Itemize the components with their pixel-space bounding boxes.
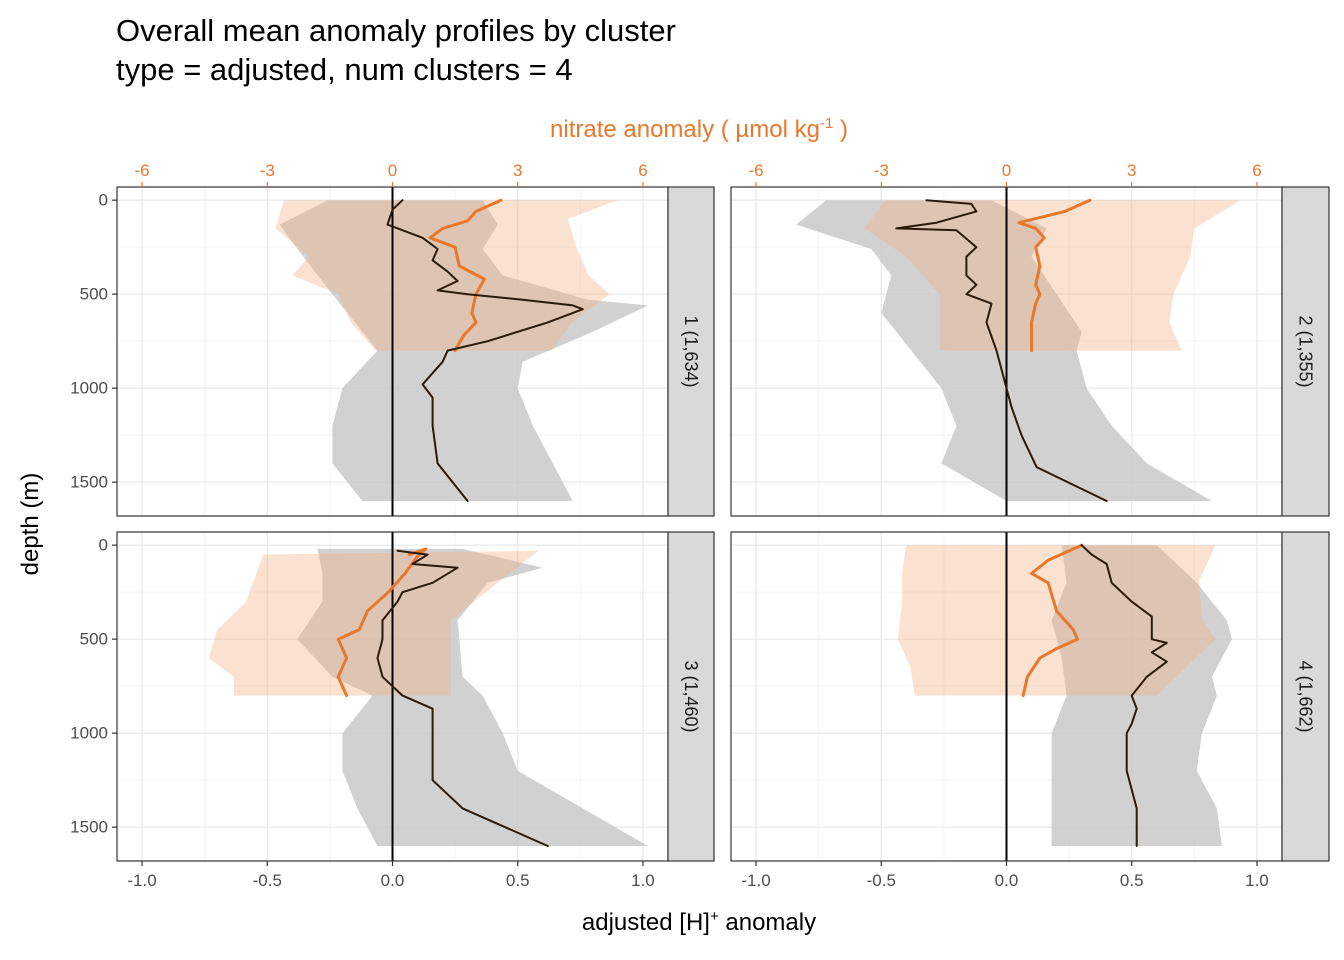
y-tick-label: 0 xyxy=(99,191,108,210)
nitrate-anomaly-ribbon xyxy=(275,200,618,351)
x-tick-label: -0.5 xyxy=(867,871,896,890)
h-anomaly-ribbon xyxy=(297,548,648,846)
facet-strip xyxy=(1281,531,1330,862)
nitrate-anomaly-ribbon xyxy=(864,200,1241,351)
nitrate-mean-profile-line xyxy=(1021,543,1084,698)
y-tick-label: 1500 xyxy=(70,473,108,492)
y-tick-label: 1000 xyxy=(70,379,108,398)
secondary-x-tick-label: -6 xyxy=(748,161,763,180)
y-tick-label: 0 xyxy=(99,536,108,555)
x-tick-label: 0.5 xyxy=(506,871,530,890)
h-mean-profile-line xyxy=(386,199,584,502)
x-tick-label: 0.0 xyxy=(995,871,1019,890)
secondary-x-tick-label: 0 xyxy=(388,161,397,180)
facet-strip xyxy=(667,531,715,862)
facet-panel-2: 2 (1,355) -6 -3 0 3 6 xyxy=(730,161,1330,517)
y-tick-label: 500 xyxy=(80,285,108,304)
h-anomaly-ribbon xyxy=(279,200,648,501)
facet-strip-label: 3 (1,460) xyxy=(681,660,701,732)
y-tick-label: 1500 xyxy=(70,818,108,837)
h-mean-profile-line xyxy=(376,549,549,847)
nitrate-anomaly-ribbon xyxy=(898,545,1216,696)
facet-strip-label: 4 (1,662) xyxy=(1296,660,1316,732)
x-axis-title: adjusted [H]+ anomaly xyxy=(582,908,816,936)
facet-strip xyxy=(1281,186,1330,517)
x-tick-label: 0.5 xyxy=(1120,871,1144,890)
y-tick-label: 1000 xyxy=(70,724,108,743)
facet-strip-label: 2 (1,355) xyxy=(1296,315,1316,387)
secondary-x-tick-label: 0 xyxy=(1002,161,1011,180)
facet-strip-label: 1 (1,634) xyxy=(681,315,701,387)
y-axis-title: depth (m) xyxy=(17,473,44,576)
x-tick-label: 1.0 xyxy=(631,871,655,890)
plot-layer: 1 (1,634) 0 500 1000 1500 -6 -3 0 3 6 2 (1,355) -6 -… xyxy=(17,115,1330,936)
secondary-x-tick-label: -3 xyxy=(260,161,275,180)
x-tick-label: -1.0 xyxy=(741,871,770,890)
nitrate-mean-profile-line xyxy=(428,198,503,353)
secondary-x-tick-label: 3 xyxy=(513,161,522,180)
x-tick-label: 0.0 xyxy=(381,871,405,890)
chart-title-line1: Overall mean anomaly profiles by cluster xyxy=(116,13,676,48)
y-tick-label: 500 xyxy=(80,630,108,649)
facet-panel-4: 4 (1,662) -1.0 -0.5 0.0 0.5 1.0 xyxy=(730,531,1330,890)
chart-title-line2: type = adjusted, num clusters = 4 xyxy=(116,52,573,87)
nitrate-anomaly-ribbon xyxy=(208,550,539,696)
x-tick-label: -1.0 xyxy=(127,871,156,890)
secondary-x-axis-title: nitrate anomaly ( µmol kg-1 ) xyxy=(550,115,848,143)
h-anomaly-ribbon xyxy=(1051,545,1232,846)
h-mean-profile-line xyxy=(1080,544,1168,847)
x-tick-label: 1.0 xyxy=(1245,871,1269,890)
secondary-x-tick-label: 6 xyxy=(1252,161,1261,180)
facet-panel-3: 3 (1,460) 0 500 1000 1500 -1.0 -0.5 0.0 0.5 1.0 xyxy=(70,531,715,890)
secondary-x-tick-label: 6 xyxy=(638,161,647,180)
secondary-x-tick-label: -3 xyxy=(874,161,889,180)
facet-strip xyxy=(667,186,715,517)
nitrate-mean-profile-line xyxy=(1017,198,1092,353)
h-mean-profile-line xyxy=(895,199,1108,502)
h-anomaly-ribbon xyxy=(796,200,1212,501)
facet-panel-1: 1 (1,634) 0 500 1000 1500 -6 -3 0 3 6 xyxy=(70,161,715,517)
x-tick-label: -0.5 xyxy=(253,871,282,890)
secondary-x-tick-label: 3 xyxy=(1127,161,1136,180)
secondary-x-tick-label: -6 xyxy=(134,161,149,180)
